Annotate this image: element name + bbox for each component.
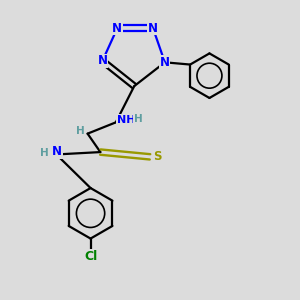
Text: N: N <box>98 54 107 67</box>
Text: Cl: Cl <box>84 250 97 263</box>
Text: N: N <box>112 22 122 34</box>
Text: S: S <box>153 150 162 163</box>
Text: H: H <box>76 126 85 136</box>
Text: N: N <box>160 56 170 69</box>
Text: NH: NH <box>117 115 136 125</box>
Text: H: H <box>40 148 48 158</box>
Text: N: N <box>52 145 62 158</box>
Text: N: N <box>148 22 158 34</box>
Text: H: H <box>134 114 142 124</box>
